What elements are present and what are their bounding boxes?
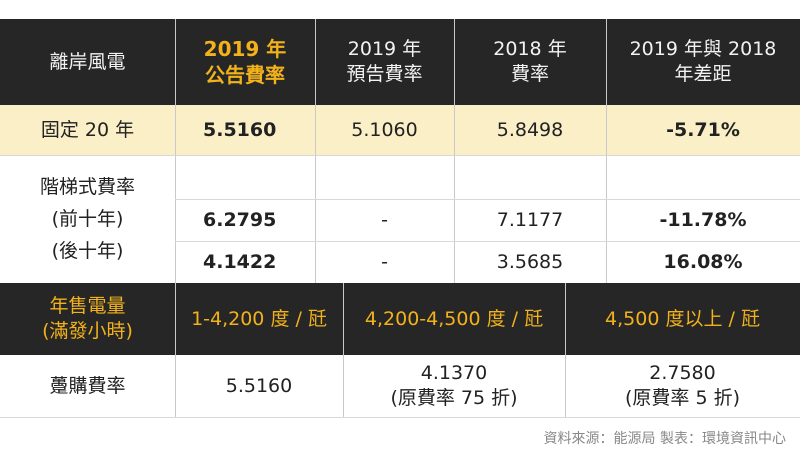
tiered-last-2019-forecast-value: - <box>381 250 388 273</box>
header-2019-announced-line2: 公告費率 <box>205 63 285 87</box>
tiered-last-2018: 3.5685 <box>454 241 606 283</box>
sales-header-label-line2: (滿發小時) <box>42 320 133 342</box>
sales-header-range1: 1-4,200 度 / 瓩 <box>175 283 343 355</box>
divider <box>175 241 800 242</box>
sales-header-range3-text: 4,500 度以上 / 瓩 <box>605 307 760 330</box>
tiered-last-2019-announced: 4.1422 <box>175 241 315 283</box>
wholesale-range1-value: 5.5160 <box>225 374 293 397</box>
tiered-first-2018-value: 7.1177 <box>496 208 564 231</box>
tiered-first-2019-forecast-value: - <box>381 208 388 231</box>
tiered-label-line3: (後十年) <box>51 240 124 263</box>
sales-header-label-line1: 年售電量 <box>49 295 126 318</box>
fixed-row-2019-announced-value: 5.5160 <box>203 118 277 141</box>
fixed-row-2019-forecast-value: 5.1060 <box>351 118 418 141</box>
divider <box>606 19 607 283</box>
tiered-label: 階梯式費率 (前十年) (後十年) <box>0 155 175 283</box>
sales-header-range2: 4,200-4,500 度 / 瓩 <box>343 283 565 355</box>
tiered-first-2019-forecast: - <box>315 199 454 241</box>
tiered-first-2019-announced: 6.2795 <box>175 199 315 241</box>
wholesale-range1: 5.5160 <box>175 355 343 417</box>
divider <box>175 19 176 417</box>
divider <box>565 283 566 417</box>
header-2019-forecast-line1: 2019 年 <box>347 38 422 61</box>
source-note: 資料來源：能源局 製表：環境資訊中心 <box>543 431 786 447</box>
header-2018-rate-line1: 2018 年 <box>493 38 567 61</box>
fixed-row-label: 固定 20 年 <box>0 105 175 155</box>
tiered-first-2019-announced-value: 6.2795 <box>203 208 277 231</box>
header-diff-line2: 年差距 <box>674 63 732 85</box>
header-2019-forecast: 2019 年 預告費率 <box>315 19 454 105</box>
sales-header-label: 年售電量 (滿發小時) <box>0 283 175 355</box>
fixed-row-diff-value: -5.71% <box>666 118 740 141</box>
divider <box>0 417 800 418</box>
fixed-row-label-text: 固定 20 年 <box>40 118 135 141</box>
tiered-first-diff: -11.78% <box>606 199 800 241</box>
header-2018-rate: 2018 年 費率 <box>454 19 606 105</box>
tiered-first-2018: 7.1177 <box>454 199 606 241</box>
tiered-last-2019-forecast: - <box>315 241 454 283</box>
header-diff: 2019 年與 2018 年差距 <box>606 19 800 105</box>
fixed-row-2018-value: 5.8498 <box>496 118 564 141</box>
header-col-label: 離岸風電 <box>0 19 175 105</box>
wholesale-range2-note: (原費率 75 折) <box>390 387 518 409</box>
wholesale-range3-value: 2.7580 <box>649 362 716 385</box>
divider <box>454 19 455 283</box>
tiered-last-diff: 16.08% <box>606 241 800 283</box>
header-2019-announced-line1: 2019 年 <box>203 37 287 61</box>
divider <box>175 199 800 200</box>
tiered-label-line2: (前十年) <box>51 207 124 230</box>
tiered-first-diff-value: -11.78% <box>659 208 747 231</box>
header-2018-rate-line2: 費率 <box>510 63 549 85</box>
wholesale-range3-note: (原費率 5 折) <box>625 387 740 409</box>
wholesale-label: 躉購費率 <box>0 355 175 417</box>
sales-header-range3: 4,500 度以上 / 瓩 <box>565 283 800 355</box>
tiered-label-line1: 階梯式費率 <box>39 175 135 198</box>
wholesale-range2-value: 4.1370 <box>420 362 488 385</box>
fixed-row-2018: 5.8498 <box>454 105 606 155</box>
header-2019-announced: 2019 年 公告費率 <box>175 19 315 105</box>
fixed-row-2019-announced: 5.5160 <box>175 105 315 155</box>
wholesale-range2: 4.1370 (原費率 75 折) <box>343 355 565 417</box>
sales-header-range1-text: 1-4,200 度 / 瓩 <box>191 307 327 330</box>
divider <box>343 283 344 417</box>
header-diff-line1: 2019 年與 2018 <box>629 38 777 61</box>
sales-header-range2-text: 4,200-4,500 度 / 瓩 <box>364 307 544 330</box>
header-2019-forecast-line2: 預告費率 <box>346 63 423 85</box>
tiered-last-diff-value: 16.08% <box>663 250 743 273</box>
wholesale-range3: 2.7580 (原費率 5 折) <box>565 355 800 417</box>
tiered-last-2019-announced-value: 4.1422 <box>203 250 277 273</box>
divider <box>0 155 800 156</box>
divider <box>315 19 316 283</box>
fixed-row-2019-forecast: 5.1060 <box>315 105 454 155</box>
wholesale-label-text: 躉購費率 <box>49 374 126 397</box>
tiered-last-2018-value: 3.5685 <box>496 250 564 273</box>
fixed-row-diff: -5.71% <box>606 105 800 155</box>
header-col-label-text: 離岸風電 <box>49 50 126 73</box>
